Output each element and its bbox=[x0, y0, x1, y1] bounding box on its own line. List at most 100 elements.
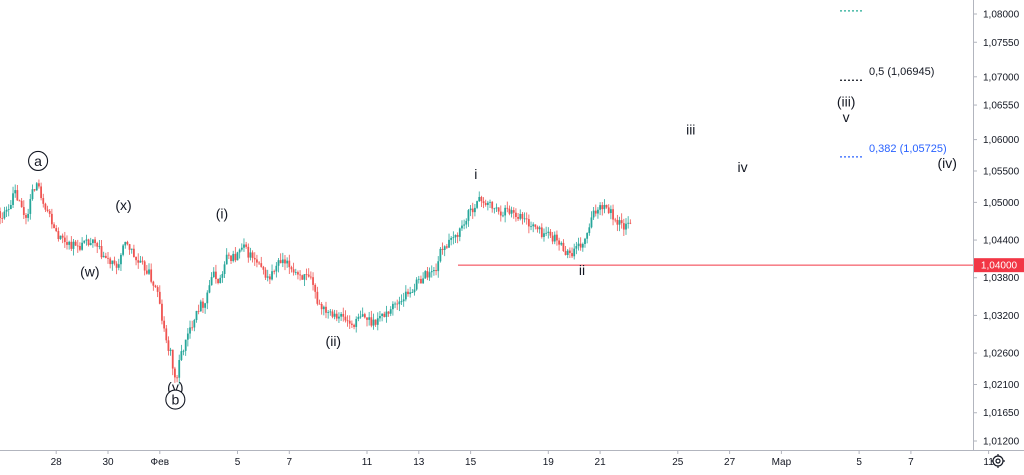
fib-level[interactable]: 0,5 (1,06945) bbox=[840, 66, 934, 81]
date-tick-label: 25 bbox=[672, 457, 684, 468]
price-axis[interactable]: 1,08000 1,07550 1,07000 1,06550 1,06000 1,055… bbox=[973, 0, 1024, 450]
candle bbox=[139, 255, 142, 263]
candle bbox=[281, 252, 284, 268]
candle bbox=[515, 208, 517, 222]
candle bbox=[588, 223, 591, 236]
wave-label[interactable]: (i) bbox=[216, 206, 228, 222]
candle bbox=[68, 240, 71, 250]
wave-label-circled[interactable]: b bbox=[165, 389, 186, 410]
candle bbox=[245, 241, 248, 249]
candle bbox=[53, 222, 55, 229]
candle bbox=[63, 231, 66, 248]
candle bbox=[219, 274, 222, 284]
candle bbox=[314, 283, 317, 299]
candle bbox=[458, 227, 461, 242]
svg-text:b: b bbox=[171, 392, 179, 408]
settings-gear-icon[interactable] bbox=[991, 454, 1005, 468]
candle bbox=[161, 299, 163, 325]
wave-label[interactable]: (ii) bbox=[326, 333, 342, 349]
candle bbox=[238, 248, 241, 259]
candle bbox=[366, 317, 368, 327]
candle bbox=[497, 207, 500, 215]
candle bbox=[603, 199, 606, 214]
candle bbox=[385, 305, 388, 323]
price-tick-label: 1,05500 bbox=[983, 166, 1020, 177]
candle bbox=[133, 244, 135, 258]
candle bbox=[305, 268, 308, 281]
svg-text:(iv): (iv) bbox=[937, 155, 956, 171]
time-axis[interactable]: 242830Фев5711131519212527Мар57111317 bbox=[0, 450, 1024, 468]
wave-label[interactable]: (x) bbox=[115, 197, 131, 213]
price-tick-label: 1,08000 bbox=[983, 10, 1020, 21]
current-price-tag: 1,04000 bbox=[974, 258, 1024, 273]
candle bbox=[165, 325, 168, 344]
candle bbox=[148, 263, 150, 275]
candle bbox=[178, 354, 181, 385]
candle bbox=[57, 227, 60, 242]
candle bbox=[566, 248, 569, 259]
candle bbox=[422, 272, 425, 284]
wave-label-circled[interactable]: a bbox=[28, 150, 49, 172]
candle bbox=[29, 194, 32, 220]
candle bbox=[1, 212, 4, 224]
candle bbox=[0, 207, 1, 225]
candle bbox=[560, 241, 563, 246]
candle bbox=[564, 245, 567, 256]
candle bbox=[204, 302, 207, 314]
candle bbox=[445, 244, 448, 250]
candle bbox=[439, 247, 442, 263]
wave-label[interactable]: (w) bbox=[80, 263, 99, 279]
candle bbox=[169, 347, 172, 356]
candle bbox=[627, 216, 630, 229]
plot-area[interactable]: 0,5 (1,06945) 0,382 (1,05725) a (x) (w) (i) (… bbox=[0, 9, 1024, 410]
candles bbox=[0, 179, 632, 385]
wave-labels: a(x)(w)(i)(y)b(ii)iiiiiiiv(iii)v(iv)2c(v… bbox=[28, 93, 957, 410]
candle bbox=[322, 305, 325, 316]
candle bbox=[40, 182, 42, 201]
date-tick-label: 27 bbox=[724, 457, 736, 468]
price-tick-label: 1,06000 bbox=[983, 135, 1020, 146]
candle bbox=[512, 207, 515, 219]
candle bbox=[275, 262, 278, 278]
candle bbox=[504, 205, 507, 223]
candle bbox=[433, 267, 435, 276]
candle bbox=[361, 307, 364, 318]
candle bbox=[208, 280, 211, 294]
candle bbox=[594, 204, 597, 217]
wave-label[interactable]: i bbox=[474, 166, 477, 182]
wave-label[interactable]: (iii) bbox=[837, 93, 856, 109]
svg-text:ii: ii bbox=[579, 262, 585, 278]
candle bbox=[85, 234, 88, 246]
candle bbox=[87, 238, 90, 247]
fib-level[interactable]: 0,382 (1,05725) bbox=[840, 143, 947, 158]
wave-label[interactable]: (iv) bbox=[937, 155, 956, 171]
candle bbox=[413, 283, 416, 296]
candle bbox=[223, 261, 226, 279]
candle bbox=[471, 202, 474, 219]
candle bbox=[456, 232, 459, 244]
candle bbox=[301, 274, 304, 280]
candle bbox=[20, 198, 23, 208]
svg-text:iv: iv bbox=[737, 159, 747, 175]
wave-label[interactable]: iv bbox=[737, 159, 747, 175]
candle bbox=[407, 288, 409, 297]
candle bbox=[109, 256, 112, 269]
candle bbox=[184, 339, 187, 356]
wave-label[interactable]: ii bbox=[579, 262, 585, 278]
candle bbox=[491, 200, 494, 213]
candle bbox=[454, 234, 457, 243]
candle bbox=[609, 205, 612, 220]
wave-label[interactable]: iii bbox=[686, 122, 695, 138]
candle bbox=[400, 294, 403, 305]
candle bbox=[126, 240, 129, 246]
wave-label[interactable]: v bbox=[843, 109, 850, 125]
candle bbox=[117, 258, 120, 271]
candle bbox=[46, 205, 49, 213]
candle bbox=[70, 236, 73, 252]
candle bbox=[14, 184, 17, 198]
candle bbox=[443, 245, 446, 257]
candle bbox=[476, 200, 478, 210]
candle bbox=[217, 278, 219, 285]
candle bbox=[597, 207, 599, 219]
